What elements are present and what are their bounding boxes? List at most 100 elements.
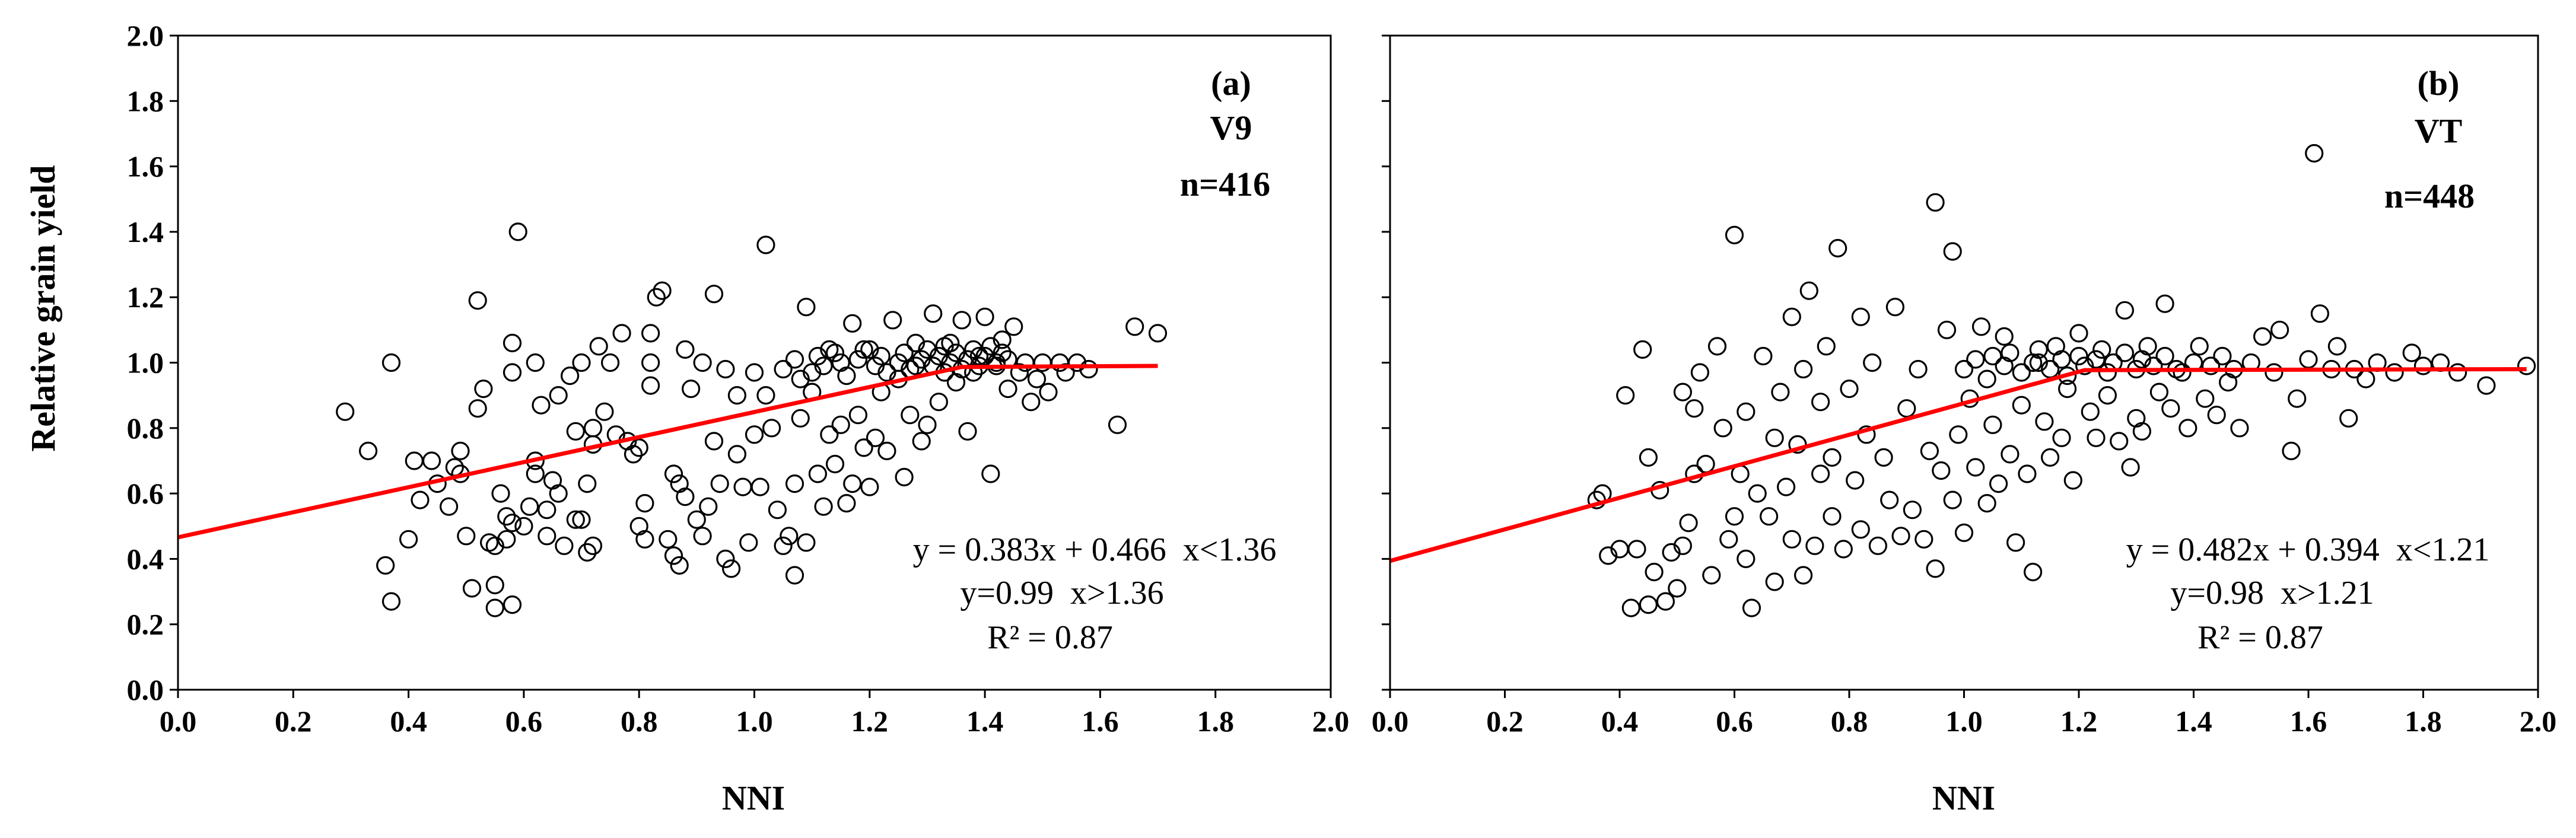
panel-a-x-axis-title: NNI (722, 779, 785, 817)
panel-a-data-point (538, 501, 556, 520)
panel-a-data-point (635, 530, 654, 549)
panel-b-data-point (1868, 536, 1887, 555)
panel-a-data-point (503, 333, 522, 353)
panel-b-data-point (1777, 477, 1796, 496)
panel-a-data-point (975, 346, 994, 366)
panel-a-data-point (768, 501, 787, 520)
panel-a-x-tick-label: 1.0 (736, 705, 773, 738)
panel-b-data-point (1662, 543, 1681, 562)
panel-a-y-tick-label: 1.6 (127, 150, 164, 183)
panel-b-x-tick-label: 1.2 (2060, 705, 2098, 738)
panel-b-data-point (1599, 546, 1618, 565)
panel-b-data-point (1846, 471, 1865, 490)
panel-a-data-point (762, 419, 781, 438)
panel-a-data-point (462, 579, 482, 598)
panel-b-data-point (2155, 346, 2174, 366)
panel-a-data-point (843, 474, 862, 493)
panel-b-data-point (1874, 448, 1893, 467)
panel-b-data-point (2069, 324, 2088, 343)
panel-b-data-point (1794, 566, 1813, 585)
panel-b-data-point (2155, 294, 2174, 313)
panel-b-data-point (2288, 389, 2307, 408)
panel-b-data-point (2477, 376, 2496, 395)
panel-a-data-point (981, 464, 1000, 483)
panel-b-data-point (1713, 419, 1732, 438)
panel-a-data-point (641, 353, 660, 372)
panel-b-data-point (1943, 242, 1962, 261)
panel-b-data-point (1823, 507, 1842, 526)
panel-a-data-point (877, 441, 896, 461)
panel-a-data-point (653, 281, 672, 300)
panel-a-data-point (993, 330, 1012, 349)
panel-b-data-point (1748, 484, 1767, 503)
panel-b-data-point (1765, 572, 1784, 591)
panel-a-data-point (797, 298, 816, 317)
panel-a-plot-frame (177, 34, 1332, 691)
panel-b-label: (b) (2418, 64, 2460, 103)
panel-a-data-point (946, 343, 966, 362)
panel-b-data-point (1621, 598, 1640, 617)
panel-a-data-point (975, 307, 994, 326)
panel-a-data-point (503, 595, 522, 614)
panel-a-data-point (681, 379, 701, 399)
panel-b-data-point (2413, 356, 2433, 375)
panel-a-y-tick-label: 2.0 (127, 19, 164, 52)
panel-b-data-point (1995, 327, 2014, 346)
panel-a-data-point (687, 510, 706, 529)
panel-b-fit-line (1389, 367, 2527, 563)
panel-a-data-point (969, 346, 989, 366)
panel-a-data-point (578, 474, 597, 493)
panel-a-tick-labels: 0.0 0.2 0.4 0.6 0.8 1.0 1.2 1.4 1.6 1.8 2.0 0.0 0.2 0… (127, 19, 1350, 738)
panel-b-data-point (2041, 448, 2060, 467)
panel-a-equation-2: y=0.99 x>1.36 (960, 575, 1163, 611)
panel-a-data-point (399, 530, 418, 549)
panel-a-data-point (485, 598, 504, 617)
panel-a-data-point (924, 304, 943, 323)
panel-a-data-point (704, 285, 724, 304)
panel-b-x-axis-title: NNI (1932, 779, 1995, 817)
panel-a-data-point (745, 425, 764, 444)
panel-a-x-tick-label: 1.2 (851, 705, 889, 738)
panel-b-data-point (1633, 340, 1652, 359)
panel-b-stage-label: VT (2415, 111, 2463, 150)
panel-a-data-point (958, 422, 977, 441)
panel-b-data-point (2110, 432, 2129, 451)
panel-b-x-tick-label: 0.8 (1831, 705, 1868, 738)
panel-a-x-tick-label: 1.4 (966, 705, 1004, 738)
panel-b-x-tick-label: 1.4 (2175, 705, 2212, 738)
panel-a-data-point (641, 376, 660, 395)
panel-a-data-point (843, 314, 862, 333)
panel-a-data-point (831, 415, 850, 434)
panel-a-x-tick-label: 0.0 (160, 705, 197, 738)
panel-a-data-point (497, 530, 516, 549)
panel-b-data-point (2121, 458, 2140, 477)
panel-b-data-point (1817, 337, 1836, 356)
panel-b-data-point (1656, 592, 1675, 611)
panel-b-data-point (2081, 402, 2100, 421)
panel-b-data-point (2069, 346, 2088, 366)
panel-a-data-point (572, 353, 591, 372)
panel-a-data-point (468, 399, 487, 418)
panel-b-data-point (2339, 409, 2358, 428)
panel-a-data-point (514, 517, 533, 536)
panel-b-data-point (1823, 448, 1842, 467)
panel-a-data-point (693, 527, 712, 546)
panel-b-x-tick-label: 0.4 (1601, 705, 1639, 738)
panel-a-data-point (381, 353, 401, 372)
panel-b-data-point (2115, 301, 2134, 320)
panel-b-data-point (2087, 350, 2106, 369)
panel-a-data-point (491, 484, 510, 503)
panel-b-data-point (1794, 359, 1813, 379)
panel-b-data-point (1851, 307, 1870, 326)
panel-a-x-tick-label: 0.2 (275, 705, 312, 738)
panel-b-data-point (2001, 343, 2020, 362)
panel-a-data-point (647, 288, 666, 307)
panel-b-data-point (2327, 337, 2346, 356)
panel-a-data-point (981, 337, 1000, 356)
panel-a-data-point (555, 536, 574, 555)
panel-a-data-point (808, 346, 828, 366)
panel-a-data-point (889, 353, 908, 372)
panel-b-data-point (2230, 419, 2249, 438)
panel-b-data-point (1811, 464, 1830, 483)
